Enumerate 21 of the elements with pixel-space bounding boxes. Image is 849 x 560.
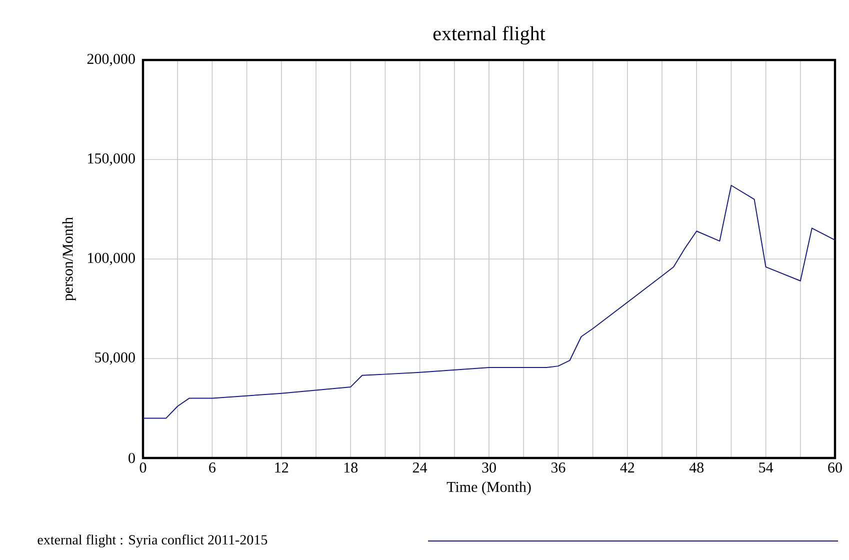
x-tick-label: 12	[275, 462, 288, 472]
chart-title: external flight	[433, 26, 546, 44]
text: external flight : Syria conflict 2011-2015	[38, 534, 268, 548]
x-tick-label: 0	[140, 462, 146, 473]
x-tick-label: 18	[344, 462, 358, 473]
y-tick-label: 0	[128, 452, 135, 464]
x-tick-label: 30	[482, 462, 496, 473]
x-axis-title: Time (Month)	[446, 481, 531, 496]
y-tick-label: 50,000	[95, 352, 135, 365]
x-tick-label: 42	[620, 462, 634, 472]
y-tick-label: 150,000	[88, 153, 135, 166]
y-axis-title: person/Month	[62, 217, 76, 301]
x-tick-label: 36	[551, 462, 566, 473]
line-series	[143, 184, 836, 419]
x-tick-label: 24	[412, 462, 428, 472]
y-tick-label: 100,000	[88, 252, 135, 266]
y-tick-label: 200,000	[87, 54, 135, 66]
x-tick-label: 60	[828, 462, 842, 473]
x-tick-label: 48	[689, 462, 704, 473]
x-tick-label: 54	[759, 462, 774, 473]
x-tick-label: 6	[209, 462, 216, 473]
